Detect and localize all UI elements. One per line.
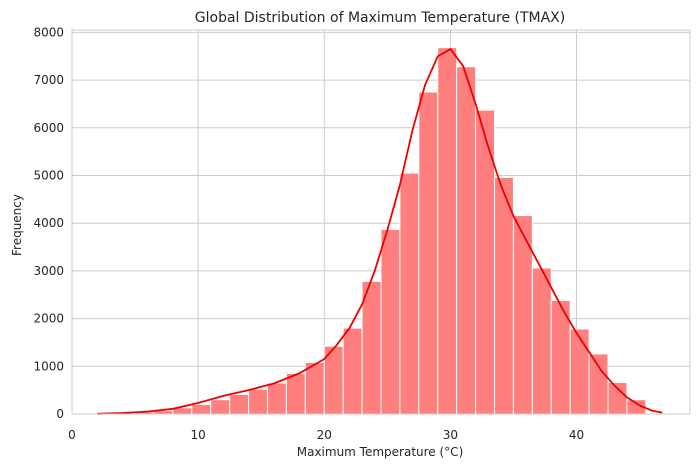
- y-tick-label-4: 4000: [33, 216, 64, 230]
- histogram-bar-9: [266, 382, 287, 415]
- x-tick-label-4: 40: [569, 428, 584, 442]
- x-tick-label-0: 0: [68, 428, 76, 442]
- histogram-bar-26: [588, 353, 609, 415]
- histogram-bars: [96, 47, 647, 415]
- histogram-bar-25: [569, 328, 590, 415]
- chart-title: Global Distribution of Maximum Temperatu…: [195, 10, 565, 26]
- y-tick-label-5: 5000: [33, 168, 64, 182]
- x-tick-label-1: 10: [190, 428, 205, 442]
- histogram-bar-14: [361, 280, 382, 415]
- histogram-bar-18: [437, 47, 458, 415]
- histogram-bar-19: [456, 66, 477, 415]
- x-tick-labels: 0 10 20 30 40: [68, 428, 584, 442]
- plot-frame: [71, 29, 691, 415]
- kde-curve: [97, 47, 663, 415]
- histogram-bar-23: [531, 267, 552, 415]
- y-tick-label-1: 1000: [33, 359, 64, 373]
- histogram-bar-5: [191, 403, 212, 415]
- histogram-bar-10: [285, 372, 306, 415]
- y-axis-label: Frequency: [10, 194, 24, 256]
- x-axis-label: Maximum Temperature (°C): [297, 445, 464, 459]
- x-tick-label-3: 30: [443, 428, 458, 442]
- y-tick-label-8: 8000: [33, 25, 64, 39]
- y-tick-label-7: 7000: [33, 73, 64, 87]
- histogram-bar-21: [494, 176, 514, 415]
- y-tick-label-3: 3000: [33, 264, 64, 278]
- y-tick-label-0: 0: [56, 407, 64, 421]
- x-tick-label-2: 20: [317, 428, 332, 442]
- y-tick-labels: 0 1000 2000 3000 4000 5000 6000 7000 8000: [33, 25, 64, 421]
- histogram-bar-11: [304, 361, 325, 415]
- histogram-bar-13: [342, 327, 363, 415]
- y-tick-label-6: 6000: [33, 121, 64, 135]
- histogram-bar-7: [229, 393, 250, 415]
- histogram-bar-17: [418, 91, 439, 415]
- y-tick-label-2: 2000: [33, 312, 64, 326]
- histogram-bar-8: [248, 388, 268, 415]
- histogram-bar-6: [210, 399, 231, 415]
- histogram-bar-15: [380, 228, 401, 415]
- histogram-bar-16: [399, 172, 420, 415]
